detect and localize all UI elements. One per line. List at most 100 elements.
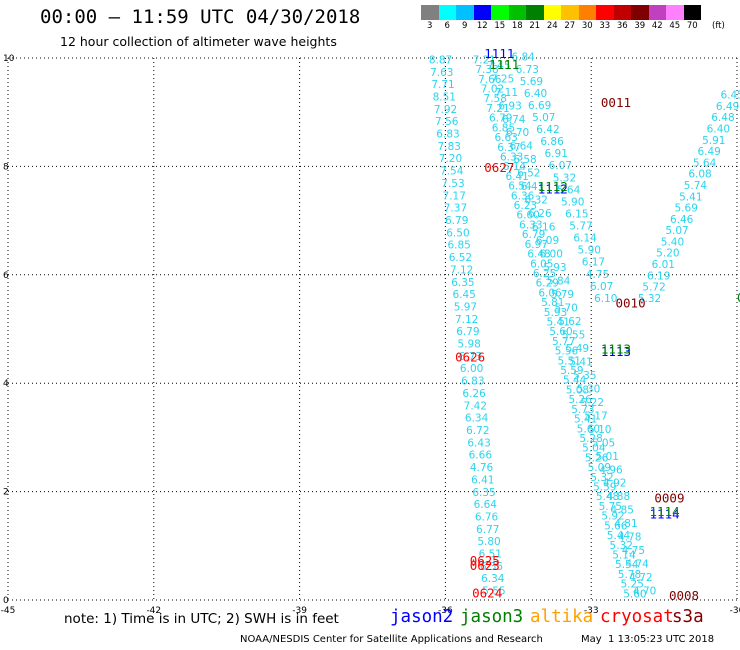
color-swatch [561,5,579,20]
wave-height-value: 5.93 [543,262,566,274]
wave-height-value: 5.60 [549,326,572,338]
wave-height-value: 6.66 [469,450,493,462]
wave-height-value: 5.74 [684,180,708,192]
wave-height-value: 5.60 [577,423,600,435]
wave-height-value: 5.72 [642,282,665,294]
wave-height-value: 5.81 [541,297,564,309]
wave-height-value: 5.08 [566,384,589,396]
wave-height-value: 6.79 [445,215,468,227]
wave-height-value: 6.40 [524,88,547,100]
pass-time-label: 1111 [489,57,519,72]
wave-height-value: 7.20 [439,153,462,165]
wave-height-value: 6.60 [516,210,539,222]
wave-height-value: 6.00 [540,249,563,261]
y-tick-label: 4 [3,379,9,389]
wave-height-value: 6.19 [647,270,670,282]
wave-height-value: 6.37 [497,142,520,154]
pass-time-label: 1112 [538,182,568,197]
wave-height-value: 5.77 [569,221,592,233]
color-scale-label: 18 [511,21,523,31]
wave-height-value: 6.26 [462,388,486,400]
wave-height-value: 4.76 [470,462,494,474]
wave-height-value: 5.48 [596,491,619,503]
x-tick-label: -45 [1,606,16,616]
wave-height-value: 5.07 [532,112,555,124]
wave-height-value: 5.14 [612,549,636,561]
color-scale-label: 70 [686,21,698,31]
wave-height-value: 6.41 [505,171,528,183]
satellite-legend-jason3: jason3 [460,607,524,627]
wave-height-value: 5.41 [547,317,570,329]
x-tick-label: -42 [146,606,161,616]
wave-height-value: 5.41 [679,191,702,203]
wave-height-value: 4.75 [586,269,609,281]
pass-time-label: 0627 [484,160,514,175]
wave-height-value: 6.16 [532,222,556,234]
wave-height-value: 6.08 [688,169,711,181]
page-subtitle: 12 hour collection of altimeter wave hei… [60,34,337,49]
wave-height-value: 6.25 [533,268,556,280]
wave-height-value: 6.49 [716,101,739,113]
color-scale-label: 42 [651,21,663,31]
color-swatch [648,5,666,20]
wave-height-value: 6.34 [481,573,505,585]
wave-height-value: 5.97 [454,301,477,313]
wave-height-value: 5.49 [566,343,589,355]
wave-height-value: 5.28 [579,433,602,445]
wave-height-value: 6.64 [474,499,498,511]
wave-height-value: 6.14 [503,161,527,173]
credit-line: NOAA/NESDIS Center for Satellite Applica… [240,634,543,645]
color-scale-labels: 3 6 9 12 15 18 21 24 27 30 33 36 39 42 45 70 [421,21,701,31]
wave-height-value: 6.79 [456,326,479,338]
wave-height-value: 7.11 [495,87,518,99]
wave-height-value: 5.01 [596,451,619,463]
wave-height-value: 6.45 [452,289,475,301]
wave-height-value: 6.48 [711,112,734,124]
wave-height-value: 6.35 [480,561,503,573]
wave-height-value: 6.85 [492,122,515,134]
wave-height-value: 6.42 [536,124,559,136]
y-tick-label: 10 [3,54,15,64]
wave-height-value: 5.41 [574,414,597,426]
wave-height-value: 5.20 [656,248,679,260]
wave-height-value: 5.93 [544,307,567,319]
wave-height-value: 5.64 [693,157,717,169]
wave-height-value: 4.72 [629,572,652,584]
wave-height-value: 4.88 [607,491,630,503]
wave-height-value: 6.50 [446,227,469,239]
wave-height-value: 4.81 [614,518,637,530]
wave-height-value: 5.32 [590,472,613,484]
wave-height-value: 5.69 [520,76,543,88]
pass-time-label: 1111 [484,46,514,61]
wave-height-value: 5.55 [562,329,585,341]
wave-height-value: 7.58 [484,93,507,105]
wave-height-value: 5.98 [457,339,480,351]
pass-time-label: 0008 [669,588,699,603]
wave-height-value: 6.01 [652,259,675,271]
wave-height-value: 5.32 [610,540,633,552]
wave-height-value: 6.77 [476,524,499,536]
wave-height-value: 7.54 [440,166,464,178]
y-tick-label: 0 [3,596,9,606]
wave-height-value: 7.63 [430,67,453,79]
wave-height-value: 7.37 [444,203,467,215]
wave-height-value: 6.70 [506,127,529,139]
x-tick-label: -30 [730,606,740,616]
pass-time-label: 1113 [601,344,631,359]
color-swatch [438,5,456,20]
satellite-legend-s3a: s3a [672,607,704,627]
color-scale-label: 21 [529,21,541,31]
wave-height-value: 5.60 [623,588,646,600]
wave-height-value: 6.79 [522,229,545,241]
wave-height-value: 7.92 [434,104,457,116]
color-scale-label: 39 [634,21,646,31]
wave-height-value: 5.56 [555,346,579,358]
color-swatch [473,5,491,20]
footnote: note: 1) Time is in UTC; 2) SWH is in fe… [64,611,339,627]
color-swatch [456,5,474,20]
wave-height-value: 6.91 [545,148,568,160]
wave-height-value: 5.51 [558,355,581,367]
wave-height-value: 5.44 [607,530,631,542]
wave-height-value: 5.90 [561,196,584,208]
